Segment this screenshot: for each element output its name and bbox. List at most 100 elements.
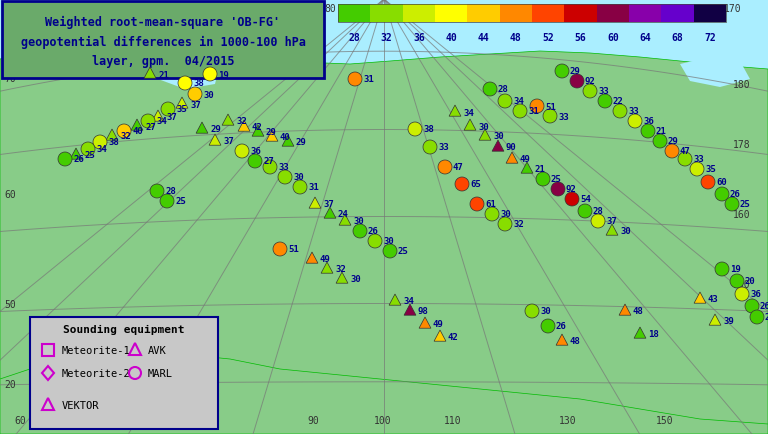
Bar bbox=[500, 5, 532, 23]
Text: 20: 20 bbox=[4, 379, 16, 389]
Polygon shape bbox=[521, 163, 533, 174]
Text: 130: 130 bbox=[559, 415, 577, 425]
Circle shape bbox=[701, 176, 715, 190]
Circle shape bbox=[555, 65, 569, 79]
Text: 92: 92 bbox=[585, 77, 596, 86]
Circle shape bbox=[263, 161, 277, 174]
Text: 49: 49 bbox=[433, 320, 444, 329]
Circle shape bbox=[715, 263, 729, 276]
Circle shape bbox=[278, 171, 292, 184]
Text: 61: 61 bbox=[485, 200, 496, 209]
Text: 27: 27 bbox=[263, 157, 273, 166]
Text: 19: 19 bbox=[218, 70, 229, 79]
Text: Meteorite-1: Meteorite-1 bbox=[62, 345, 131, 355]
Polygon shape bbox=[434, 330, 446, 342]
Bar bbox=[402, 5, 435, 23]
Polygon shape bbox=[209, 135, 221, 146]
Polygon shape bbox=[131, 120, 143, 131]
Text: 44: 44 bbox=[478, 33, 489, 43]
Text: 56: 56 bbox=[574, 33, 587, 43]
Circle shape bbox=[348, 73, 362, 87]
Text: 48: 48 bbox=[633, 307, 644, 316]
Text: 34: 34 bbox=[513, 97, 524, 106]
Bar bbox=[435, 5, 468, 23]
FancyBboxPatch shape bbox=[2, 2, 324, 79]
Polygon shape bbox=[336, 273, 348, 283]
Polygon shape bbox=[404, 304, 416, 316]
Text: 36: 36 bbox=[413, 33, 425, 43]
Text: 26: 26 bbox=[73, 155, 84, 164]
Text: 28: 28 bbox=[165, 187, 176, 196]
Text: 60: 60 bbox=[4, 190, 16, 200]
Text: 160: 160 bbox=[733, 210, 750, 220]
Text: 72: 72 bbox=[704, 33, 716, 43]
Text: 51: 51 bbox=[545, 102, 556, 111]
Text: 52: 52 bbox=[542, 33, 554, 43]
Polygon shape bbox=[222, 115, 234, 126]
Text: 33: 33 bbox=[558, 112, 569, 121]
Text: 30: 30 bbox=[620, 227, 631, 236]
Text: 38: 38 bbox=[193, 79, 204, 88]
Text: 178: 178 bbox=[733, 140, 750, 150]
Text: 64: 64 bbox=[639, 33, 651, 43]
Text: 50: 50 bbox=[4, 299, 16, 309]
Text: 32: 32 bbox=[381, 33, 392, 43]
Text: 27: 27 bbox=[765, 313, 768, 322]
Text: 70: 70 bbox=[192, 415, 204, 425]
Bar bbox=[694, 5, 726, 23]
Text: geopotential differences in 1000-100 hPa: geopotential differences in 1000-100 hPa bbox=[21, 36, 306, 49]
Polygon shape bbox=[106, 130, 118, 141]
Text: 33: 33 bbox=[693, 155, 703, 164]
Text: 37: 37 bbox=[223, 137, 233, 146]
Polygon shape bbox=[306, 253, 318, 263]
Text: 26: 26 bbox=[730, 190, 741, 199]
Polygon shape bbox=[419, 317, 431, 329]
Text: 40: 40 bbox=[72, 415, 84, 425]
Text: 90: 90 bbox=[506, 143, 517, 152]
Text: 20: 20 bbox=[745, 277, 756, 286]
Text: 170: 170 bbox=[724, 4, 742, 14]
Text: 18: 18 bbox=[648, 330, 659, 339]
Circle shape bbox=[383, 244, 397, 258]
Circle shape bbox=[293, 181, 307, 194]
Circle shape bbox=[715, 187, 729, 201]
Text: 37: 37 bbox=[606, 217, 617, 226]
Circle shape bbox=[203, 68, 217, 82]
Text: 30: 30 bbox=[293, 173, 304, 182]
Circle shape bbox=[583, 85, 597, 99]
Text: 90: 90 bbox=[307, 415, 319, 425]
Text: 25: 25 bbox=[175, 197, 186, 206]
Circle shape bbox=[730, 274, 744, 288]
Circle shape bbox=[485, 207, 499, 221]
Text: 37: 37 bbox=[323, 200, 334, 209]
Text: VEKTOR: VEKTOR bbox=[62, 400, 100, 410]
Text: 47: 47 bbox=[680, 147, 690, 156]
Text: 35: 35 bbox=[176, 105, 187, 114]
Circle shape bbox=[498, 217, 512, 231]
Text: 100: 100 bbox=[374, 415, 392, 425]
Circle shape bbox=[353, 224, 367, 238]
Text: 30: 30 bbox=[203, 90, 214, 99]
Circle shape bbox=[141, 115, 155, 129]
Text: 31: 31 bbox=[528, 107, 538, 116]
Circle shape bbox=[591, 214, 605, 228]
Text: 19: 19 bbox=[730, 265, 741, 274]
Text: 30: 30 bbox=[353, 217, 364, 226]
Text: 31: 31 bbox=[308, 183, 319, 192]
Text: 25: 25 bbox=[84, 151, 94, 160]
Text: 49: 49 bbox=[520, 155, 531, 164]
Polygon shape bbox=[282, 136, 294, 147]
Polygon shape bbox=[619, 304, 631, 316]
Polygon shape bbox=[321, 263, 333, 273]
Text: 42: 42 bbox=[252, 123, 263, 132]
Text: 43: 43 bbox=[708, 295, 719, 304]
Polygon shape bbox=[634, 327, 646, 339]
Polygon shape bbox=[252, 126, 264, 137]
Text: layer, gpm.  04/2015: layer, gpm. 04/2015 bbox=[91, 56, 234, 68]
Text: 32: 32 bbox=[236, 117, 247, 126]
Text: 68: 68 bbox=[672, 33, 684, 43]
Bar bbox=[42, 344, 54, 356]
Polygon shape bbox=[464, 120, 476, 131]
Circle shape bbox=[578, 204, 592, 218]
Polygon shape bbox=[196, 123, 208, 134]
